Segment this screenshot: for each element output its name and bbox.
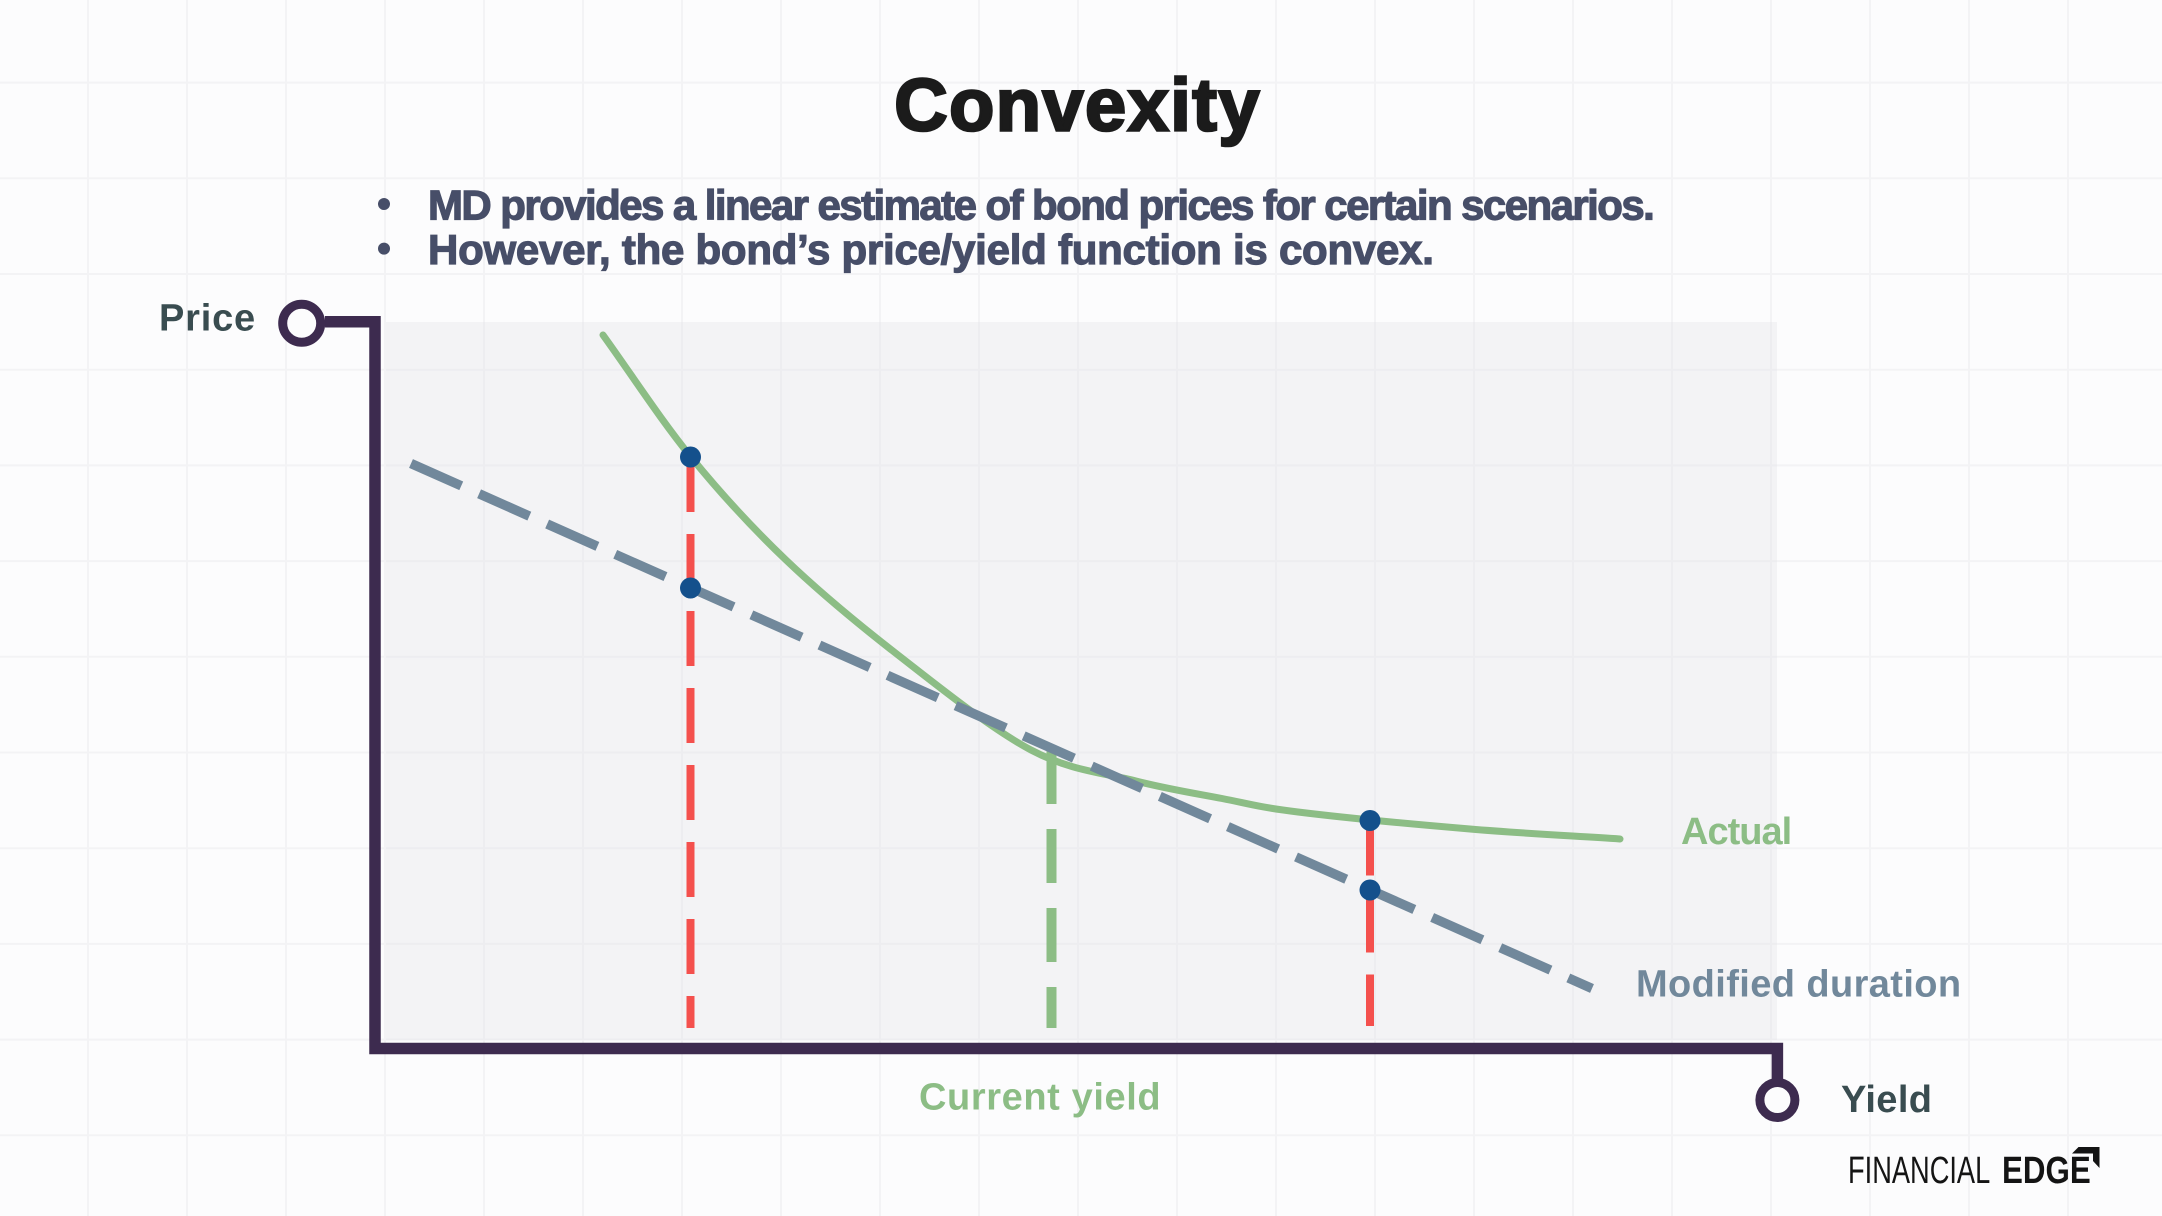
svg-text:Current yield: Current yield: [919, 1076, 1161, 1118]
svg-text:MD provides a linear estimate: MD provides a linear estimate of bond pr…: [428, 182, 1653, 229]
svg-text:Actual: Actual: [1681, 811, 1791, 853]
svg-text:Price: Price: [159, 298, 256, 340]
svg-text:Yield: Yield: [1841, 1079, 1932, 1121]
svg-text:Modified duration: Modified duration: [1636, 963, 1962, 1005]
svg-text:FINANCIAL: FINANCIAL: [1848, 1150, 1990, 1193]
svg-text:However, the bond’s price/yiel: However, the bond’s price/yield function…: [428, 226, 1434, 273]
svg-text:Convexity: Convexity: [894, 64, 1261, 147]
svg-text:EDGE: EDGE: [2002, 1149, 2091, 1192]
